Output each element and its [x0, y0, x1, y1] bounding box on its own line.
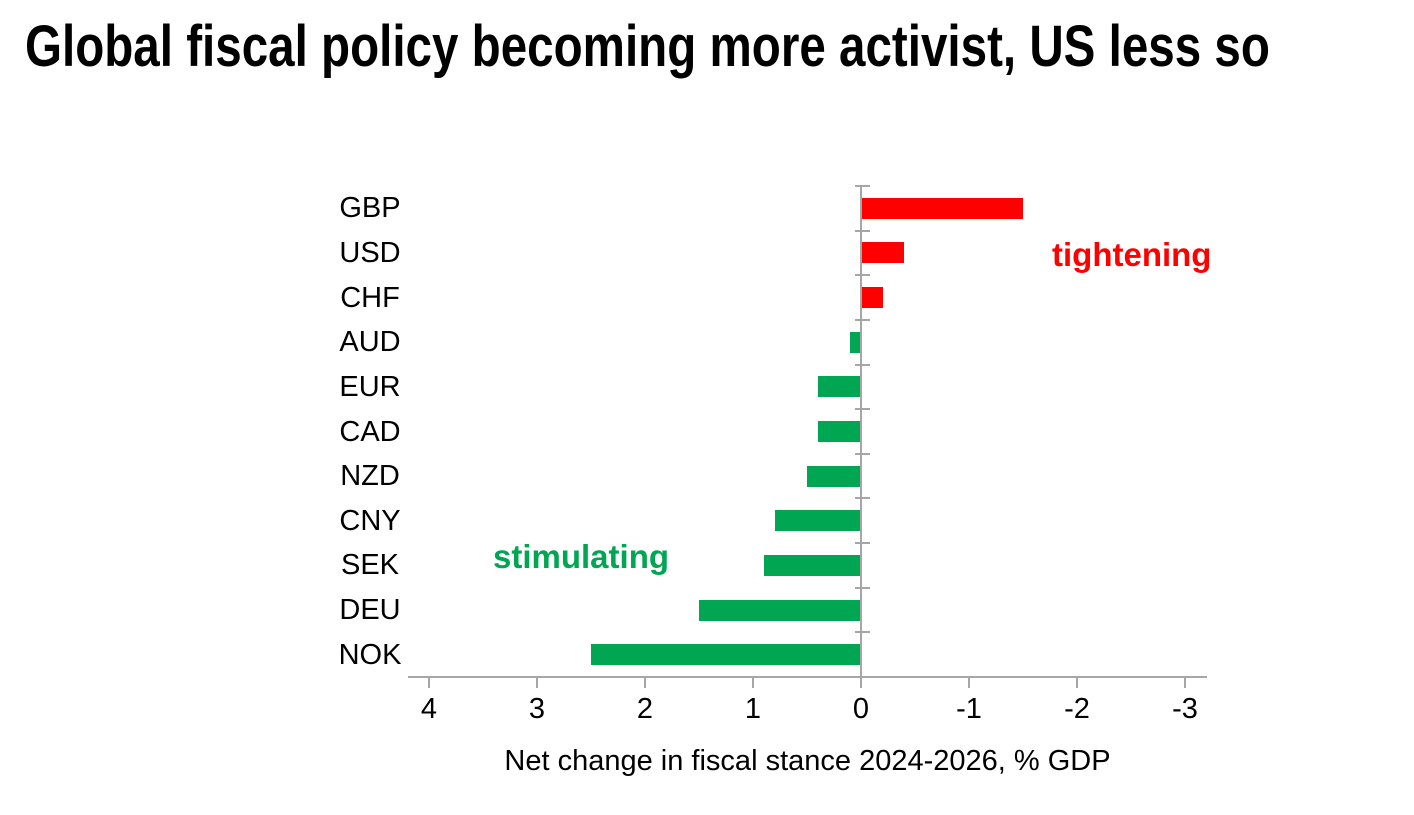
tightening-annotation: tightening: [1052, 236, 1212, 273]
x-axis-tick: [1076, 678, 1078, 688]
x-axis-title: Net change in fiscal stance 2024-2026, %…: [504, 745, 1111, 777]
bar-SEK: [763, 554, 861, 576]
bar-CHF: [861, 287, 883, 309]
bar-CAD: [817, 421, 861, 442]
y-category-label-USD: USD: [339, 236, 401, 269]
x-tick-label-4: 4: [420, 693, 438, 725]
y-axis-tick: [854, 497, 870, 500]
chart-title-text: Global fiscal policy becoming more activ…: [25, 14, 1270, 79]
bar-NOK: [591, 644, 861, 666]
y-axis-tick: [854, 274, 870, 277]
bar-USD: [861, 242, 905, 264]
x-axis-tick: [428, 678, 430, 688]
chart-title: Global fiscal policy becoming more activ…: [25, 18, 1414, 76]
bar-CNY: [774, 510, 861, 532]
x-axis-tick: [752, 678, 754, 688]
x-tick-label--1: -1: [956, 693, 982, 725]
x-axis-tick: [860, 678, 862, 688]
y-category-label-NOK: NOK: [338, 638, 402, 671]
x-axis-tick: [1184, 678, 1186, 688]
zero-axis-line: [860, 186, 862, 677]
x-tick-label-2: 2: [636, 693, 654, 725]
y-axis-tick: [854, 318, 870, 321]
y-category-label-CNY: CNY: [339, 504, 401, 537]
x-tick-label-3: 3: [528, 693, 546, 725]
y-category-label-DEU: DEU: [339, 594, 401, 627]
bar-EUR: [817, 376, 861, 398]
x-axis-line: [408, 676, 1207, 678]
y-category-label-NZD: NZD: [340, 460, 400, 493]
bar-GBP: [861, 197, 1023, 219]
y-axis-tick: [854, 229, 870, 232]
y-category-label-SEK: SEK: [340, 549, 400, 582]
y-axis-tick: [854, 363, 870, 366]
x-tick-label--3: -3: [1172, 693, 1198, 725]
stimulating-annotation: stimulating: [493, 538, 670, 575]
bar-AUD: [850, 331, 861, 353]
y-category-label-CHF: CHF: [340, 281, 400, 314]
bar-DEU: [699, 599, 861, 621]
x-tick-label--2: -2: [1064, 693, 1090, 725]
y-axis-tick: [854, 542, 870, 545]
x-tick-label-1: 1: [744, 693, 762, 725]
y-axis-tick: [854, 408, 870, 411]
y-axis-tick: [854, 631, 870, 634]
y-category-label-EUR: EUR: [339, 370, 401, 403]
bar-NZD: [807, 465, 861, 487]
x-tick-label-0: 0: [852, 693, 870, 725]
y-category-label-CAD: CAD: [339, 415, 401, 448]
y-category-label-AUD: AUD: [339, 326, 401, 359]
x-axis-tick: [536, 678, 538, 688]
y-axis-tick: [854, 586, 870, 589]
y-axis-tick: [854, 185, 870, 187]
x-axis-tick: [644, 678, 646, 688]
y-axis-tick: [854, 452, 870, 455]
x-axis-tick: [968, 678, 970, 688]
y-category-label-GBP: GBP: [339, 192, 401, 225]
